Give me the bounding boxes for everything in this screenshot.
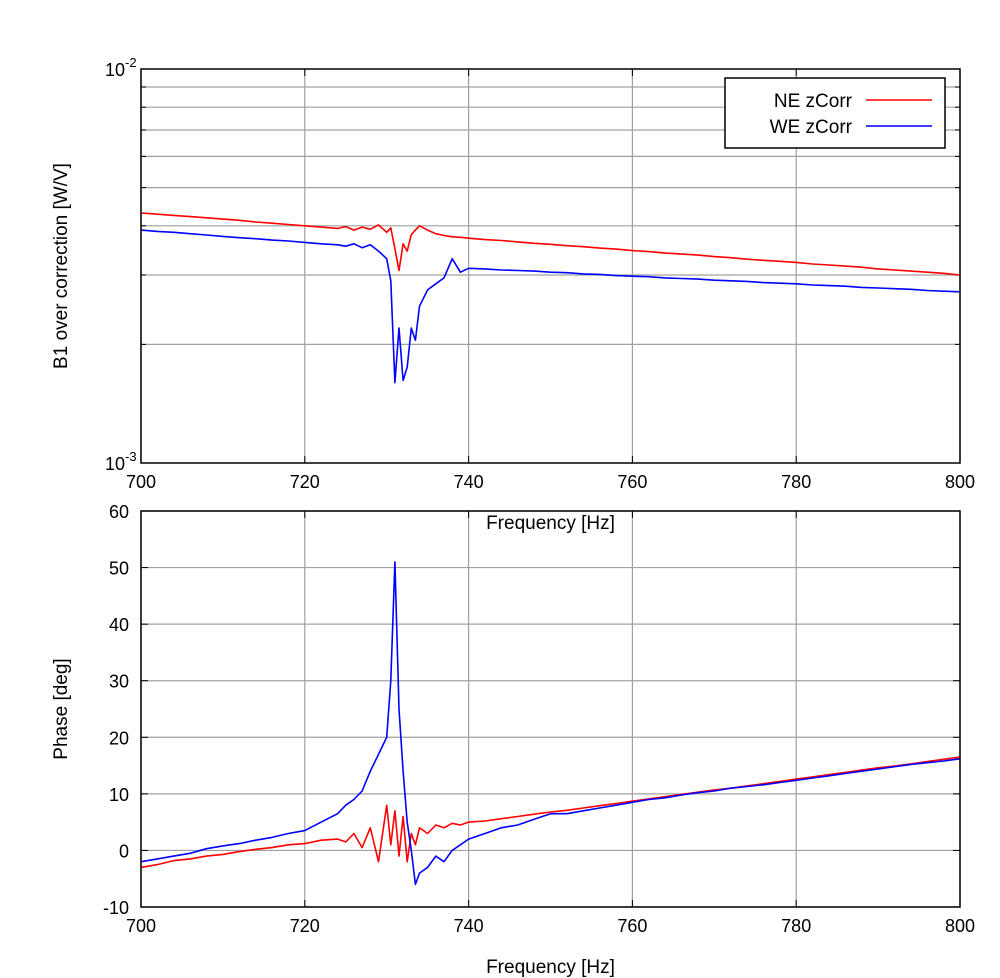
series-line-we-zcorr: [140, 229, 961, 384]
y-tick-label: 30: [109, 672, 129, 692]
x-tick-label: 700: [126, 916, 156, 936]
legend: NE zCorr WE zCorr: [724, 77, 946, 149]
plot-frame: [140, 68, 961, 464]
x-tick-label: 740: [454, 472, 484, 492]
x-tick-label: 700: [126, 472, 156, 492]
x-axis-label: Frequency [Hz]: [486, 957, 615, 978]
x-tick-label: 720: [290, 916, 320, 936]
y-tick-label: 10-2: [105, 55, 137, 80]
phase-plot: -10 0 10 20 30 40 50 60 700 720 740 760 780 800 Freque…: [51, 502, 975, 978]
x-axis-label: Frequency [Hz]: [486, 513, 615, 534]
x-tick-label: 760: [617, 472, 647, 492]
x-tick-label: 780: [781, 472, 811, 492]
x-tick-label: 760: [617, 916, 647, 936]
x-tick-label: 780: [781, 916, 811, 936]
y-tick-label: -10: [103, 898, 129, 918]
y-tick-label: 10: [109, 785, 129, 805]
legend-label: WE zCorr: [770, 117, 853, 138]
y-tick-label: 40: [109, 615, 129, 635]
series-line-ne-zcorr: [140, 212, 961, 276]
y-tick-label: 60: [109, 502, 129, 522]
x-tick-label: 800: [945, 916, 975, 936]
series-line-we-zcorr: [140, 561, 961, 886]
x-tick-label: 740: [454, 916, 484, 936]
plot-frame: [140, 510, 961, 908]
y-axis-label: B1 over correction [W/V]: [51, 163, 72, 369]
x-tick-label: 720: [290, 472, 320, 492]
legend-label: NE zCorr: [774, 91, 853, 112]
y-axis-label: Phase [deg]: [51, 658, 72, 759]
y-tick-label: 50: [109, 559, 129, 579]
x-tick-label: 800: [945, 472, 975, 492]
y-tick-label: 10-3: [105, 449, 137, 474]
y-tick-label: 20: [109, 728, 129, 748]
y-tick-label: 0: [119, 841, 129, 861]
legend-box: [724, 77, 946, 149]
series-line-ne-zcorr: [140, 756, 961, 869]
